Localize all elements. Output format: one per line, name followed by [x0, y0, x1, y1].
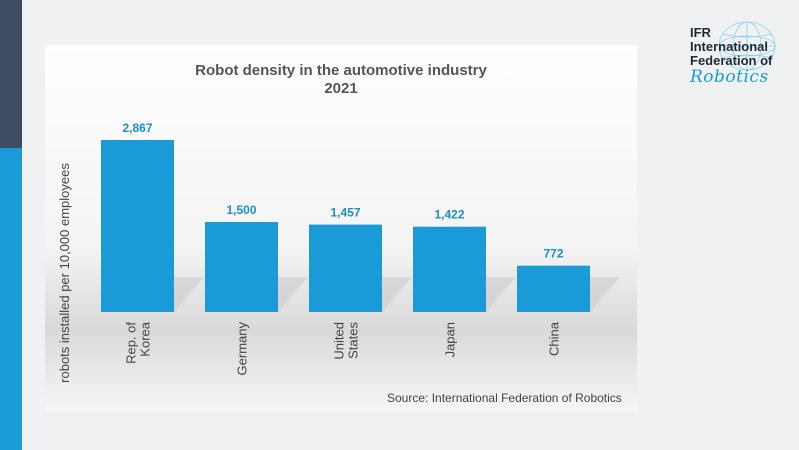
category-label: United States: [332, 322, 361, 360]
value-label: 1,457: [330, 206, 360, 220]
category-label-line: States: [346, 322, 361, 359]
value-label: 772: [543, 247, 563, 261]
sidebar-dark-strip: [0, 0, 22, 148]
y-axis-label: robots installed per 10,000 employees: [57, 163, 72, 383]
bar: [205, 222, 278, 312]
logo-line-ifr: IFR: [690, 25, 711, 40]
category-label-line: Korea: [138, 321, 153, 356]
value-label: 2,867: [122, 121, 152, 135]
value-label: 1,422: [434, 208, 464, 222]
chart-panel: Robot density in the automotive industry…: [45, 45, 637, 411]
category-label-line: United: [332, 322, 347, 360]
globe-icon: [718, 21, 776, 71]
category-label: Japan: [443, 322, 458, 357]
category-label: Germany: [235, 322, 250, 376]
chart-title: Robot density in the automotive industry: [195, 62, 487, 79]
bar: [101, 140, 174, 312]
sidebar-blue-strip: [0, 148, 22, 450]
category-label-line: Germany: [235, 322, 250, 376]
bar: [413, 226, 486, 312]
category-label: Rep. of Korea: [124, 321, 153, 364]
value-label: 1,500: [226, 203, 256, 217]
ifr-logo: IFR International Federation of Robotics: [690, 21, 790, 92]
bar: [517, 265, 590, 312]
logo-line-robotics: Robotics: [690, 67, 769, 87]
logo-line-federation: Federation of: [690, 53, 773, 68]
category-label-line: China: [547, 321, 562, 356]
category-label-line: Japan: [443, 322, 458, 357]
bar-chart: Robot density in the automotive industry…: [57, 62, 620, 383]
bar: [309, 224, 382, 312]
chart-subtitle: 2021: [324, 80, 357, 97]
category-label: China: [547, 321, 562, 356]
category-label-line: Rep. of: [124, 322, 139, 364]
source-note: Source: International Federation of Robo…: [387, 391, 622, 405]
logo-line-international: International: [690, 39, 769, 54]
